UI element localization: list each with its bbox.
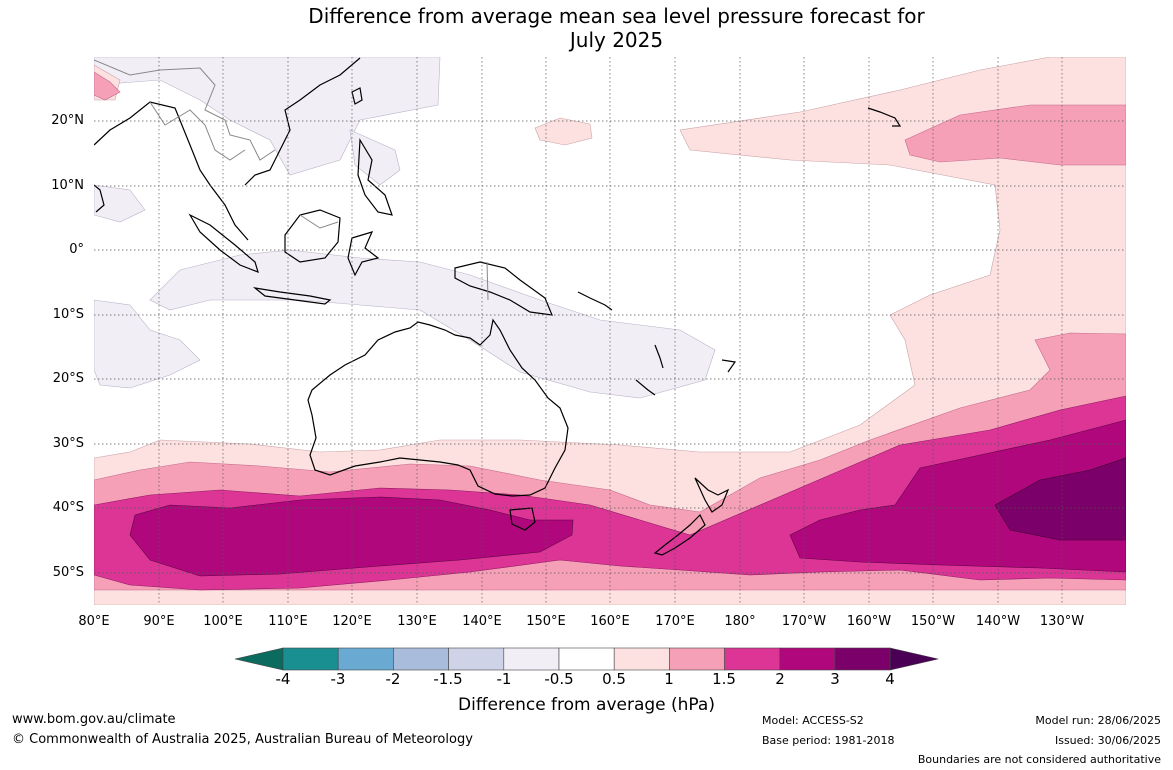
lon-label: 170°W xyxy=(781,614,827,629)
lon-label: 130°E xyxy=(397,614,437,629)
colorbar-title: Difference from average (hPa) xyxy=(458,695,715,715)
colorbar-swatch xyxy=(779,647,836,671)
lon-label: 150°W xyxy=(910,614,956,629)
colorbar-swatch xyxy=(558,647,615,671)
title-line-2: July 2025 xyxy=(569,28,664,52)
lat-label: 20°N xyxy=(51,113,84,128)
colorbar-tick: -0.5 xyxy=(544,670,574,688)
lon-label: 160°W xyxy=(846,614,892,629)
title-line-1: Difference from average mean sea level p… xyxy=(308,4,925,28)
colorbar-tick: 0.5 xyxy=(602,670,626,688)
colorbar-tick: 4 xyxy=(885,670,895,688)
colorbar-tick: 2 xyxy=(775,670,785,688)
colorbar-tick: -2 xyxy=(385,670,401,688)
issued-text: Issued: 30/06/2025 xyxy=(1054,734,1161,747)
sri-lanka-outline xyxy=(94,184,105,213)
lon-label: 140°W xyxy=(975,614,1021,629)
solomon-islands xyxy=(577,291,613,311)
colorbar-tick: 1.5 xyxy=(712,670,736,688)
colorbar-swatch xyxy=(282,647,339,671)
fiji-islands xyxy=(721,359,737,373)
colorbar-tick: 1 xyxy=(664,670,674,688)
lat-label: 10°N xyxy=(51,178,84,193)
colorbar-tick: -3 xyxy=(330,670,346,688)
copyright-text: © Commonwealth of Australia 2025, Austra… xyxy=(12,732,473,747)
base-period-text: Base period: 1981-2018 xyxy=(762,734,895,747)
lon-label: 80°E xyxy=(78,614,110,629)
sumatra-outline xyxy=(188,213,259,274)
lon-label: 130°W xyxy=(1039,614,1085,629)
lon-label: 160°E xyxy=(590,614,630,629)
colorbar-swatch-min xyxy=(234,647,284,671)
lat-label: 0° xyxy=(69,242,84,257)
new-guinea-outline xyxy=(454,261,553,316)
website-text: www.bom.gov.au/climate xyxy=(12,712,176,727)
philippines-outline xyxy=(357,138,393,216)
tasmania-outline xyxy=(509,507,536,531)
colorbar-swatch xyxy=(503,647,560,671)
colorbar-swatch xyxy=(337,647,394,671)
colorbar-swatch xyxy=(834,647,891,671)
disclaimer-text: Boundaries are not considered authoritat… xyxy=(917,753,1161,766)
lat-label: 30°S xyxy=(52,436,84,451)
lon-label: 140°E xyxy=(462,614,502,629)
colorbar-swatch xyxy=(393,647,449,671)
lon-label: 90°E xyxy=(143,614,175,629)
lat-label: 20°S xyxy=(52,371,84,386)
mainland-asia-coast xyxy=(94,57,361,241)
lon-label: 150°E xyxy=(526,614,566,629)
lon-label: 110°E xyxy=(268,614,308,629)
model-run-text: Model run: 28/06/2025 xyxy=(1035,714,1161,727)
colorbar-swatch xyxy=(613,647,670,671)
lon-label: 170°E xyxy=(655,614,695,629)
graticule xyxy=(94,57,1126,605)
colorbar-tick: -1 xyxy=(496,670,512,688)
hawaii-outline xyxy=(867,107,902,127)
lon-label: 180° xyxy=(724,614,756,629)
country-borders xyxy=(94,59,489,301)
colorbar-swatch xyxy=(724,647,781,671)
lat-label: 50°S xyxy=(52,565,84,580)
australia-outline xyxy=(307,318,569,497)
colorbar-tick: 3 xyxy=(830,670,840,688)
new-zealand-north xyxy=(694,477,730,513)
anomaly-band-3-4 xyxy=(994,457,1126,541)
model-text: Model: ACCESS-S2 xyxy=(762,714,864,727)
new-zealand-south xyxy=(653,513,706,556)
colorbar-swatch xyxy=(669,647,725,671)
colorbar-tick: -1.5 xyxy=(433,670,463,688)
vanuatu-islands xyxy=(654,344,664,369)
lat-label: 10°S xyxy=(52,307,84,322)
lon-label: 100°E xyxy=(203,614,243,629)
negative-anomaly-regions xyxy=(94,57,1126,605)
colorbar-swatch xyxy=(448,647,505,671)
colorbar-swatch-max xyxy=(889,647,939,671)
borneo-outline xyxy=(284,209,341,263)
taiwan-outline xyxy=(351,87,363,105)
colorbar-tick: -4 xyxy=(275,670,291,688)
sulawesi-outline xyxy=(347,231,380,277)
java-outline xyxy=(252,287,332,305)
coastlines xyxy=(94,57,902,556)
new-caledonia xyxy=(635,379,656,396)
lat-label: 40°S xyxy=(52,500,84,515)
lon-label: 120°E xyxy=(332,614,372,629)
map-title: Difference from average mean sea level p… xyxy=(0,4,1173,52)
